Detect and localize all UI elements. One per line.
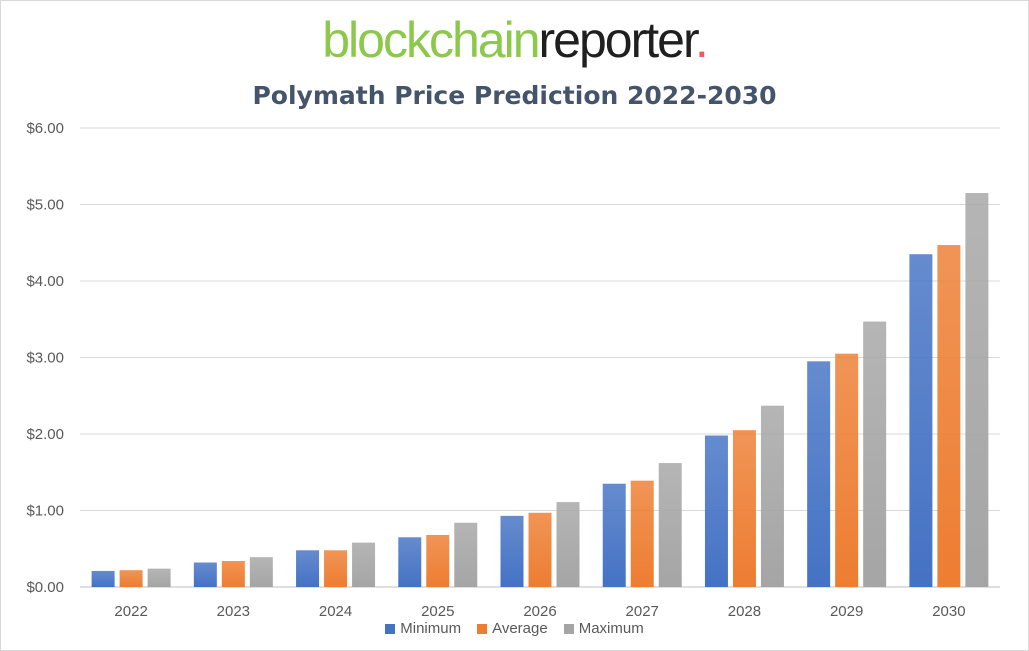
- bar-maximum: [658, 463, 682, 587]
- y-tick-label: $3.00: [26, 350, 64, 367]
- logo-part-reporter: reporter: [538, 12, 697, 68]
- bar-maximum: [352, 542, 376, 587]
- bar-minimum: [807, 361, 831, 587]
- chart-title: Polymath Price Prediction 2022-2030: [252, 81, 777, 110]
- chart-legend: Minimum Average Maximum: [0, 620, 1029, 637]
- x-tick-label: 2026: [523, 603, 556, 620]
- legend-label: Minimum: [400, 620, 462, 637]
- bar-average: [528, 512, 552, 587]
- x-tick-label: 2029: [830, 603, 863, 620]
- legend-swatch: [385, 623, 396, 634]
- y-tick-label: $0.00: [26, 579, 64, 596]
- logo-part-blockchain: blockchain: [322, 12, 540, 68]
- x-tick-label: 2030: [932, 603, 965, 620]
- blockchain-reporter-logo: blockchainreporter.: [0, 4, 1029, 76]
- bar-minimum: [602, 483, 626, 587]
- legend-item-average: Average: [477, 620, 548, 637]
- bar-minimum: [296, 550, 320, 587]
- legend-label: Maximum: [578, 620, 644, 637]
- bar-maximum: [760, 405, 784, 587]
- bar-minimum: [909, 254, 933, 587]
- x-tick-label: 2025: [421, 603, 454, 620]
- bar-average: [221, 560, 245, 587]
- x-tick-label: 2027: [626, 603, 659, 620]
- bar-maximum: [965, 193, 989, 587]
- x-tick-label: 2023: [217, 603, 250, 620]
- bar-maximum: [147, 568, 171, 587]
- bar-maximum: [863, 321, 887, 587]
- y-tick-label: $5.00: [26, 197, 64, 214]
- y-tick-label: $6.00: [26, 120, 64, 137]
- legend-item-maximum: Maximum: [563, 620, 644, 637]
- bar-minimum: [193, 562, 217, 587]
- bar-average: [732, 430, 756, 587]
- legend-label: Average: [492, 620, 548, 637]
- legend-item-minimum: Minimum: [385, 620, 461, 637]
- y-tick-label: $1.00: [26, 503, 64, 520]
- x-tick-label: 2028: [728, 603, 761, 620]
- bar-minimum: [91, 570, 115, 587]
- y-tick-label: $2.00: [26, 426, 64, 443]
- bar-maximum: [556, 502, 580, 587]
- bar-average: [630, 480, 654, 587]
- bar-average: [119, 570, 143, 587]
- logo-dot: .: [694, 12, 709, 68]
- y-tick-label: $4.00: [26, 273, 64, 290]
- x-tick-label: 2022: [114, 603, 147, 620]
- bar-minimum: [398, 537, 422, 587]
- bar-minimum: [704, 435, 728, 587]
- bar-maximum: [454, 522, 478, 587]
- bar-average: [426, 534, 450, 587]
- bar-average: [324, 550, 348, 587]
- legend-swatch: [477, 623, 488, 634]
- x-tick-label: 2024: [319, 603, 352, 620]
- bar-maximum: [249, 557, 273, 587]
- bar-average: [937, 245, 961, 588]
- bar-average: [835, 353, 859, 587]
- legend-swatch: [563, 623, 574, 634]
- bar-minimum: [500, 515, 524, 587]
